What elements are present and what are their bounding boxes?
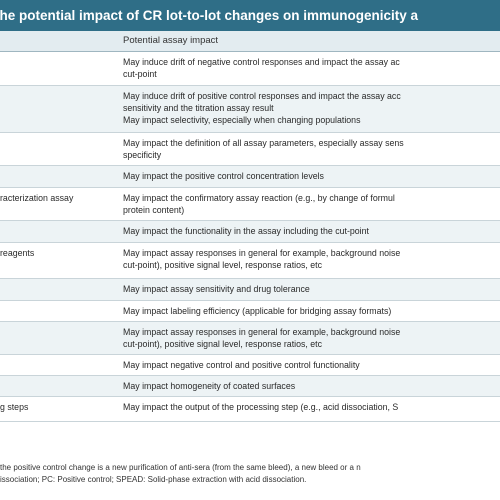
table-row: May impact assay sensitivity and drug to… xyxy=(0,279,500,301)
table-row: g steps May impact the output of the proc… xyxy=(0,397,500,422)
cell-text: g steps xyxy=(0,402,29,412)
table-row: May induce drift of negative control res… xyxy=(0,52,500,86)
table-row: May impact the functionality in the assa… xyxy=(0,221,500,243)
footnote-line: the positive control change is a new pur… xyxy=(0,463,361,472)
table-row: May impact assay responses in general fo… xyxy=(0,322,500,355)
cell-text: racterization assay xyxy=(0,193,74,203)
cell-text: cut-point), positive signal level, respo… xyxy=(123,260,323,270)
cell-text: sensitivity and the titration assay resu… xyxy=(123,103,274,113)
table-row: May impact homogeneity of coated surface… xyxy=(0,376,500,397)
cell-assay-impact: May induce drift of positive control res… xyxy=(123,90,500,126)
header-potential-assay-impact: Potential assay impact xyxy=(123,35,219,46)
cell-assay-impact: May impact assay responses in general fo… xyxy=(123,247,500,271)
cell-reagent: g steps xyxy=(0,401,116,413)
table-header-row: Potential assay impact xyxy=(0,31,500,52)
cell-assay-impact: May impact the confirmatory assay reacti… xyxy=(123,192,500,216)
cell-assay-impact: May impact assay responses in general fo… xyxy=(123,326,500,350)
cell-text: May impact labeling efficiency (applicab… xyxy=(123,306,392,316)
cell-text: May impact negative control and positive… xyxy=(123,360,360,370)
cell-assay-impact: May impact homogeneity of coated surface… xyxy=(123,380,500,392)
cell-assay-impact: May impact the output of the processing … xyxy=(123,401,500,413)
cell-assay-impact: May impact assay sensitivity and drug to… xyxy=(123,283,500,295)
cell-text: May impact the confirmatory assay reacti… xyxy=(123,193,395,203)
cell-text: reagents xyxy=(0,248,35,258)
cell-text: cut-point), positive signal level, respo… xyxy=(123,339,323,349)
cell-text: specificity xyxy=(123,150,162,160)
cell-text: May induce drift of positive control res… xyxy=(123,91,401,101)
table-row: May impact the positive control concentr… xyxy=(0,166,500,188)
cell-text: May impact assay responses in general fo… xyxy=(123,327,401,337)
table-row: reagents May impact assay responses in ge… xyxy=(0,243,500,279)
table-row: May impact negative control and positive… xyxy=(0,355,500,376)
cell-assay-impact: May impact the functionality in the assa… xyxy=(123,225,500,237)
cell-reagent: reagents xyxy=(0,247,116,259)
cell-text: May impact the output of the processing … xyxy=(123,402,399,412)
cell-assay-impact: May induce drift of negative control res… xyxy=(123,56,500,80)
table-row: May impact labeling efficiency (applicab… xyxy=(0,301,500,322)
cell-text: May impact the positive control concentr… xyxy=(123,171,324,181)
cell-text: May impact selectivity, especially when … xyxy=(123,115,361,125)
cell-text: protein content) xyxy=(123,205,185,215)
cell-assay-impact: May impact the positive control concentr… xyxy=(123,170,500,182)
cell-text: May induce drift of negative control res… xyxy=(123,57,400,67)
cell-assay-impact: May impact the definition of all assay p… xyxy=(123,137,500,161)
footnote-line: issociation; PC: Positive control; SPEAD… xyxy=(0,475,307,484)
table-title: the potential impact of CR lot-to-lot ch… xyxy=(0,0,500,31)
table-row: May impact the definition of all assay p… xyxy=(0,133,500,166)
cell-text: May impact assay sensitivity and drug to… xyxy=(123,284,310,294)
cell-reagent: racterization assay xyxy=(0,192,116,204)
table-row: May induce drift of positive control res… xyxy=(0,86,500,133)
cell-text: May impact homogeneity of coated surface… xyxy=(123,381,296,391)
cell-text: May impact the definition of all assay p… xyxy=(123,138,404,148)
table-footnote: the positive control change is a new pur… xyxy=(0,462,500,486)
cell-text: cut-point xyxy=(123,69,157,79)
cell-text: May impact assay responses in general fo… xyxy=(123,248,401,258)
table-row: racterization assay May impact the confir… xyxy=(0,188,500,221)
cell-assay-impact: May impact negative control and positive… xyxy=(123,359,500,371)
cell-text: May impact the functionality in the assa… xyxy=(123,226,369,236)
cell-assay-impact: May impact labeling efficiency (applicab… xyxy=(123,305,500,317)
